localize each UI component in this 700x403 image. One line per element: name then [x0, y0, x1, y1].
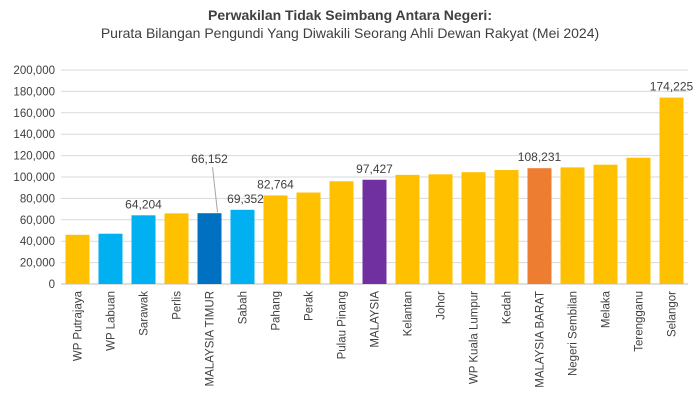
data-label: 108,231	[518, 150, 562, 164]
x-tick-label: Selangor	[667, 291, 679, 337]
bar	[494, 170, 519, 284]
x-tick-label: Sarawak	[139, 291, 151, 336]
x-tick-label: Johor	[436, 291, 448, 320]
bar	[428, 174, 453, 284]
y-tick-label: 60,000	[20, 215, 55, 227]
data-label: 64,204	[125, 197, 162, 211]
x-tick-label: Perlis	[172, 291, 184, 320]
y-tick-label: 40,000	[20, 236, 55, 248]
x-tick-label: Perak	[304, 291, 316, 321]
bar	[296, 192, 321, 284]
data-label: 69,352	[227, 192, 264, 206]
data-label: 66,152	[191, 152, 228, 166]
bar	[329, 181, 354, 284]
data-label: 82,764	[257, 177, 294, 191]
chart-subtitle: Purata Bilangan Pengundi Yang Diwakili S…	[100, 25, 600, 41]
bar	[395, 174, 420, 284]
x-tick-label: MALAYSIA TIMUR	[205, 291, 217, 386]
x-tick-label: Negeri Sembilan	[568, 291, 580, 376]
bar	[362, 179, 387, 284]
bar	[560, 167, 585, 284]
data-label-leader	[212, 167, 218, 213]
bar	[230, 209, 255, 284]
y-tick-label: 140,000	[13, 129, 55, 141]
x-tick-label: WP Putrajaya	[73, 290, 85, 361]
y-tick-label: 20,000	[20, 258, 55, 270]
bar	[461, 172, 486, 284]
x-tick-label: Pahang	[271, 291, 283, 331]
y-tick-label: 100,000	[13, 172, 55, 184]
chart-title: Perwakilan Tidak Seimbang Antara Negeri:	[208, 7, 492, 23]
bar	[263, 195, 288, 284]
x-tick-label: WP Labuan	[106, 291, 118, 351]
x-tick-label: Terengganu	[634, 291, 646, 352]
y-tick-label: 0	[49, 279, 55, 291]
x-tick-label: Kedah	[502, 291, 514, 324]
x-tick-label: Pulau Pinang	[337, 291, 349, 359]
bar	[659, 97, 684, 284]
x-tick-label: Sabah	[238, 291, 250, 324]
y-tick-label: 120,000	[13, 151, 55, 163]
bar	[197, 213, 222, 284]
bar	[98, 233, 123, 284]
bar	[626, 157, 651, 284]
bar	[593, 164, 618, 284]
bar	[527, 168, 552, 284]
y-tick-label: 160,000	[13, 108, 55, 120]
x-tick-label: Kelantan	[403, 291, 415, 336]
y-tick-label: 180,000	[13, 86, 55, 98]
x-tick-label: Melaka	[601, 290, 613, 328]
y-tick-label: 200,000	[13, 65, 55, 77]
data-label: 174,225	[650, 80, 694, 94]
x-tick-label: WP Kuala Lumpur	[469, 291, 481, 384]
x-tick-label: MALAYSIA	[370, 291, 382, 348]
y-tick-label: 80,000	[20, 193, 55, 205]
chart-header: Perwakilan Tidak Seimbang Antara Negeri:…	[0, 6, 700, 42]
data-label: 97,427	[356, 162, 393, 176]
bar	[131, 215, 156, 284]
bar	[164, 213, 189, 284]
x-tick-label: MALAYSIA BARAT	[535, 291, 547, 388]
bar	[65, 234, 90, 284]
